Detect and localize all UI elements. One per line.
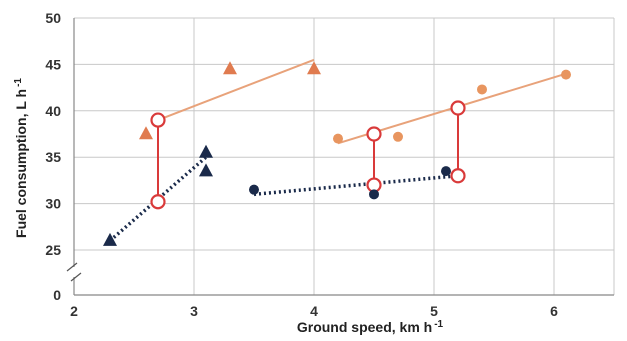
y-tick-label: 45 xyxy=(45,56,61,72)
data-point-circle xyxy=(441,166,451,177)
comparison-marker xyxy=(150,112,166,128)
comparison-marker xyxy=(150,194,166,210)
x-tick-label: 4 xyxy=(310,303,318,319)
data-point-triangle xyxy=(307,61,321,75)
x-tick-label: 2 xyxy=(70,303,78,319)
axis-break-gap xyxy=(66,267,82,277)
trend-line xyxy=(108,155,208,243)
y-tick-label: 25 xyxy=(45,242,61,258)
y-tick-label: 50 xyxy=(45,10,61,26)
x-tick-label: 5 xyxy=(430,303,438,319)
comparison-marker xyxy=(366,126,382,142)
axis-break-mark xyxy=(66,262,78,272)
data-point-triangle xyxy=(139,126,153,140)
trend-lines xyxy=(108,58,567,243)
trend-line xyxy=(157,58,315,122)
axes xyxy=(66,18,614,296)
comparison-marker xyxy=(450,100,466,116)
x-tick-label: 3 xyxy=(190,303,198,319)
data-point-circle xyxy=(333,133,343,144)
trend-line xyxy=(253,174,459,197)
y-tick-label: 35 xyxy=(45,149,61,165)
data-points xyxy=(103,61,571,246)
data-point-circle xyxy=(249,184,259,195)
comparison-marker xyxy=(450,168,466,184)
y-axis-title: Fuel consumption, L h-1 xyxy=(13,78,29,238)
data-point-triangle xyxy=(223,61,237,75)
data-point-circle xyxy=(561,69,571,80)
axis-break-mark xyxy=(70,272,82,282)
grid xyxy=(73,17,615,295)
y-tick-label: 0 xyxy=(53,287,61,303)
data-point-circle xyxy=(369,189,379,200)
data-point-circle xyxy=(393,131,403,142)
data-point-triangle xyxy=(199,144,213,158)
x-tick-label: 6 xyxy=(550,303,558,319)
x-axis-title: Ground speed, km h -1 xyxy=(297,319,444,335)
y-tick-label: 40 xyxy=(45,103,61,119)
y-tick-label: 30 xyxy=(45,196,61,212)
data-point-triangle xyxy=(199,163,213,177)
data-point-triangle xyxy=(103,232,117,246)
comparison-lines xyxy=(150,100,466,210)
data-point-circle xyxy=(477,84,487,95)
